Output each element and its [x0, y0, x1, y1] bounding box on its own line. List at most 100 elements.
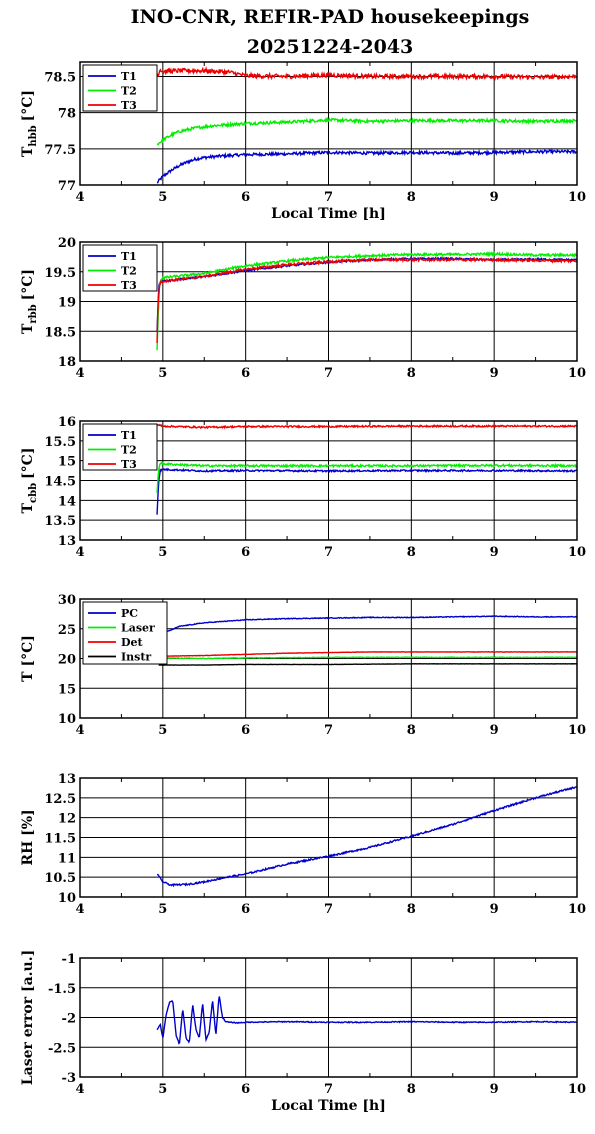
x-tick-label: 8 — [407, 190, 416, 205]
x-tick-label: 4 — [75, 366, 84, 381]
y-label-unit: [°C] — [20, 269, 36, 300]
x-tick-label: 4 — [75, 902, 84, 917]
x-tick-label: 6 — [241, 545, 250, 560]
legend-box — [82, 64, 158, 112]
x-tick-label: 8 — [407, 366, 416, 381]
y-tick-label: 10 — [58, 712, 76, 727]
x-tick-label: 8 — [407, 723, 416, 738]
legend-label: PC — [121, 607, 138, 620]
x-tick-label: 9 — [490, 902, 499, 917]
legend-label: T2 — [121, 265, 137, 278]
x-tick-label: 9 — [490, 190, 499, 205]
x-tick-label: 7 — [324, 902, 333, 917]
x-tick-label: 7 — [324, 545, 333, 560]
x-tick-label: 5 — [158, 190, 167, 205]
y-axis-label: RH [%] — [20, 809, 36, 865]
y-tick-label: 25 — [58, 623, 76, 638]
y-tick-label: 14 — [58, 494, 76, 509]
x-tick-label: 5 — [158, 366, 167, 381]
legend-label: T3 — [121, 279, 137, 292]
y-tick-label: 16 — [58, 415, 76, 430]
x-tick-label: 6 — [241, 723, 250, 738]
y-tick-label: 10.5 — [44, 871, 76, 886]
x-axis-label: Local Time [h] — [271, 1098, 386, 1114]
legend-label: T2 — [121, 444, 137, 457]
y-tick-label: 15 — [58, 682, 76, 697]
figure-title-line1: INO-CNR, REFIR-PAD housekeepings — [131, 6, 530, 28]
y-label-main: T — [20, 323, 36, 334]
series-line-t2 — [156, 116, 577, 146]
x-tick-label: 6 — [241, 1082, 250, 1097]
series-line-t3 — [156, 66, 577, 82]
y-tick-label: 19 — [58, 296, 76, 311]
plot-frame — [79, 777, 578, 898]
x-tick-label: 6 — [241, 190, 250, 205]
y-label-main: T — [20, 502, 36, 513]
legend-label: T1 — [121, 250, 137, 263]
legend-label: T2 — [121, 85, 137, 98]
legend-label: T3 — [121, 99, 137, 112]
x-tick-label: 4 — [75, 545, 84, 560]
plot-frame — [79, 241, 578, 362]
series-line-t1 — [156, 147, 577, 184]
y-tick-label: -1.5 — [48, 982, 76, 997]
y-axis-label: Trbb [°C] — [20, 269, 39, 334]
y-label-sub: hbb — [28, 125, 39, 146]
x-tick-label: 6 — [241, 366, 250, 381]
series-line-instr — [158, 663, 577, 666]
y-label-main: T — [20, 146, 36, 157]
series-line-t2 — [156, 250, 577, 351]
x-tick-label: 5 — [158, 545, 167, 560]
panel-5: 4 5 6 7 8 9 10 10 10.5 11 11.5 12 12.5 13 RH [%] — [20, 772, 586, 917]
series-line-t3 — [156, 256, 577, 344]
series-line-t2 — [156, 461, 577, 493]
series-line-det — [158, 651, 577, 658]
y-tick-label: 12 — [58, 812, 76, 827]
y-label-unit: [°C] — [20, 90, 36, 121]
legend-label: T3 — [121, 458, 137, 471]
y-axis-label: Tcbb [°C] — [20, 448, 39, 514]
legend-label: T1 — [121, 70, 137, 83]
series-line-pc — [158, 615, 577, 639]
series-line — [156, 786, 577, 888]
y-tick-label: -2 — [62, 1012, 76, 1027]
y-tick-label: 11.5 — [44, 832, 76, 847]
legend-label: Laser — [121, 622, 155, 635]
y-tick-label: 77.5 — [44, 143, 76, 158]
y-label-sub: rbb — [28, 304, 39, 323]
legend-label: T1 — [121, 429, 137, 442]
x-tick-label: 9 — [490, 723, 499, 738]
x-tick-label: 10 — [568, 902, 586, 917]
x-tick-label: 5 — [158, 723, 167, 738]
figure-title-line2: 20251224-2043 — [247, 36, 414, 58]
y-tick-label: 20 — [58, 236, 76, 251]
y-tick-label: -1 — [62, 952, 76, 967]
y-label-unit: [°C] — [20, 448, 36, 479]
x-tick-label: 10 — [568, 1082, 586, 1097]
x-tick-label: 7 — [324, 1082, 333, 1097]
y-label-sub: cbb — [28, 483, 39, 503]
plot-frame — [79, 957, 578, 1078]
y-tick-label: -3 — [62, 1071, 76, 1086]
y-tick-label: 13.5 — [44, 514, 76, 529]
x-tick-label: 9 — [490, 1082, 499, 1097]
x-tick-label: 4 — [75, 723, 84, 738]
x-tick-label: 5 — [158, 1082, 167, 1097]
y-tick-label: 13 — [58, 772, 76, 787]
legend-box — [82, 423, 158, 471]
y-tick-label: 11 — [58, 851, 76, 866]
x-tick-label: 6 — [241, 902, 250, 917]
x-tick-label: 10 — [568, 190, 586, 205]
panel-6: 4 5 6 7 8 9 10 -3 -2.5 -2 -1.5 -1 Laser error [a.u.]… — [20, 950, 586, 1114]
x-tick-label: 7 — [324, 190, 333, 205]
y-axis-label: Thbb [°C] — [20, 90, 39, 157]
y-tick-label: 19.5 — [44, 266, 76, 281]
series-line-t1 — [156, 467, 577, 515]
y-tick-label: 77 — [58, 179, 76, 194]
